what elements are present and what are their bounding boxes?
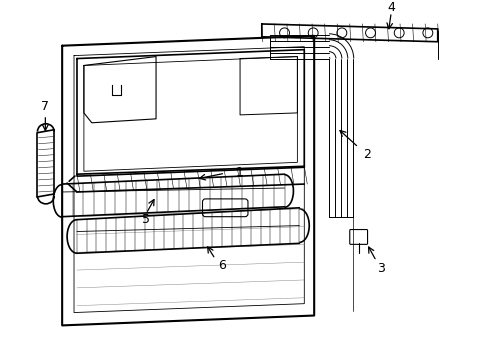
Text: 3: 3 (377, 262, 385, 275)
Text: 7: 7 (41, 100, 49, 113)
Text: 2: 2 (363, 148, 370, 161)
Text: 6: 6 (219, 258, 226, 271)
Text: 5: 5 (142, 213, 150, 226)
Text: 1: 1 (236, 166, 244, 179)
Text: 4: 4 (387, 1, 395, 14)
